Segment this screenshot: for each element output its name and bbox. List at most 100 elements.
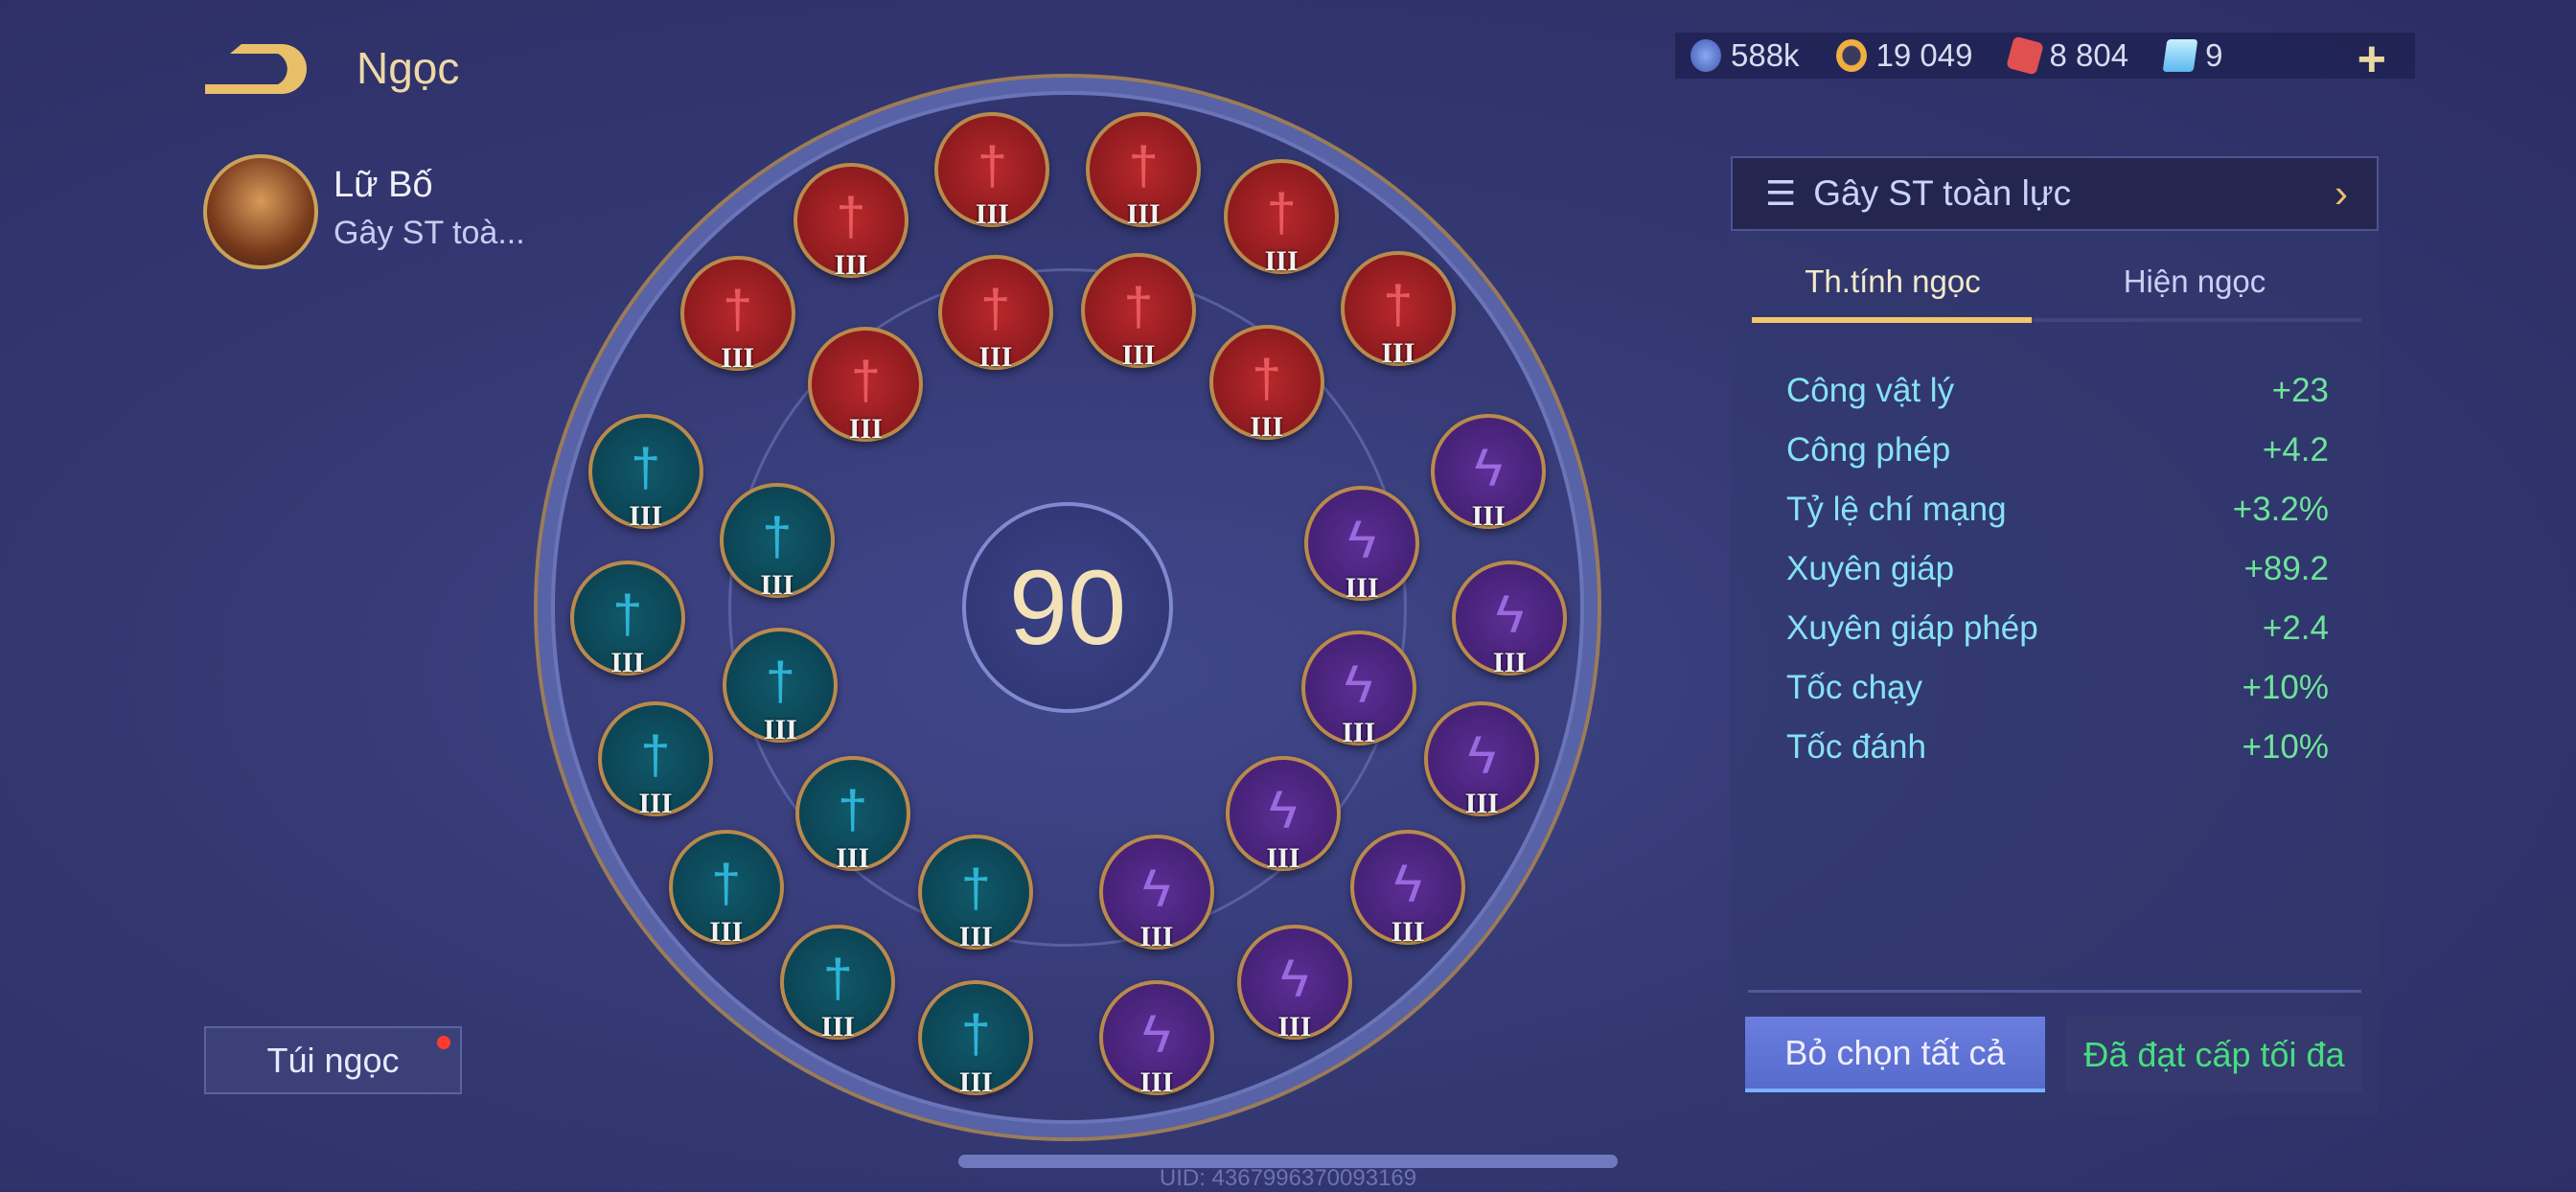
stat-value: +10% [2242,728,2330,766]
red-gem-slot[interactable]: † III [808,327,924,445]
sword-icon: † [640,724,671,785]
teal-gem-slot[interactable]: † III [780,925,896,1043]
stat-row: Xuyên giáp phép +2.4 [1786,609,2329,657]
teal-gem-slot[interactable]: † III [918,980,1034,1098]
red-gem-slot[interactable]: † III [1224,159,1340,277]
stat-row: Công phép +4.2 [1786,431,2329,479]
sword-icon: † [723,279,753,340]
lightning-icon: ϟ [1280,948,1309,1009]
teal-gem-slot[interactable]: † III [598,701,713,819]
sword-icon: † [1252,348,1282,409]
gem-level: III [1342,717,1376,749]
currency-red-gem: 8 804 [2005,35,2128,76]
home-indicator[interactable] [958,1155,1618,1168]
red-gem-slot[interactable]: † III [1340,251,1456,369]
stat-row: Tỷ lệ chí mạng +3.2% [1786,491,2329,539]
lightning-icon: ϟ [1474,437,1503,497]
purple-gem-slot[interactable]: ϟ III [1098,980,1214,1098]
lightning-icon: ϟ [1467,724,1497,785]
gem-level: III [848,413,883,446]
stat-label: Tỷ lệ chí mạng [1786,491,2007,528]
purple-gem-slot[interactable]: ϟ III [1431,414,1547,532]
purple-gem-slot[interactable]: ϟ III [1300,630,1416,748]
add-currency-button[interactable]: + [2357,32,2386,87]
sword-icon: † [631,437,661,497]
tab-rune-stats[interactable]: Th.tính ngọc [1805,264,1981,299]
gem-level: III [1277,1011,1312,1043]
purple-gem-slot[interactable]: ϟ III [1424,701,1540,819]
active-tab-indicator [1752,317,2032,323]
gem-level: III [958,920,993,952]
sword-icon: † [1266,182,1297,243]
teal-gem-slot[interactable]: † III [569,560,685,678]
stat-label: Tốc chạy [1786,669,1922,706]
rune-bag-button[interactable]: Túi ngọc [204,1026,462,1094]
hero-avatar[interactable] [203,154,318,269]
gem-level: III [1139,920,1174,952]
sword-icon: † [1383,274,1414,335]
sword-icon: † [765,650,795,711]
red-gem-slot[interactable]: † III [934,111,1050,230]
purple-gem-slot[interactable]: ϟ III [1452,560,1568,678]
page-title: Ngọc [356,43,460,93]
tab-underline [1752,318,2361,322]
red-gem-slot[interactable]: † III [1208,325,1324,443]
tab-show-runes[interactable]: Hiện ngọc [2123,264,2266,299]
gem-level: III [1345,572,1379,605]
gold-coin-icon [1835,39,1867,72]
gem-level: III [820,1011,855,1043]
teal-gem-slot[interactable]: † III [918,834,1034,952]
teal-gem-slot[interactable]: † III [719,483,835,601]
preset-name: Gây ST toàn lực [1813,173,2072,213]
red-gem-slot[interactable]: † III [937,254,1053,373]
gem-level: III [1381,337,1415,370]
purple-gem-slot[interactable]: ϟ III [1304,486,1420,604]
max-level-status: Đã đạt cấp tối đa [2066,1017,2362,1092]
list-icon: ☰ [1765,173,1797,213]
teal-gem-slot[interactable]: † III [794,755,910,874]
divider [1748,990,2361,993]
uid-text: UID: 4367996370093169 [1159,1165,1417,1191]
stat-value: +2.4 [2262,609,2329,647]
stat-row: Tốc chạy +10% [1786,669,2329,717]
teal-gem-slot[interactable]: † III [587,414,703,532]
gem-level: III [1471,500,1506,532]
purple-gem-slot[interactable]: ϟ III [1225,755,1341,874]
lightning-icon: ϟ [1347,509,1376,570]
rune-wheel-inner-ring [728,268,1407,947]
stat-label: Công phép [1786,431,1951,469]
purple-gem-slot[interactable]: ϟ III [1236,925,1352,1043]
stat-row: Tốc đánh +10% [1786,728,2329,776]
silver-coin-icon [1690,39,1721,72]
gem-level: III [1250,411,1284,444]
gem-level: III [836,841,870,874]
red-gem-slot[interactable]: † III [794,162,908,281]
red-gem-slot[interactable]: † III [1086,111,1202,230]
gem-level: III [1264,245,1299,278]
gem-level: III [1464,788,1499,819]
currency-card: 9 [2162,37,2222,74]
stats-panel [1731,156,2379,1114]
hero-rune-set: Gây ST toà... [334,215,525,251]
purple-gem-slot[interactable]: ϟ III [1098,834,1214,952]
back-arrow-icon[interactable] [201,42,311,96]
red-gem-slot[interactable]: † III [1081,253,1196,371]
rune-wheel [534,74,1601,1141]
hero-name: Lữ Bố [334,165,433,205]
gem-level: III [834,248,868,281]
gem-level: III [709,915,744,948]
red-gem-slot[interactable]: † III [679,256,795,374]
deselect-all-button[interactable]: Bỏ chọn tất cả [1745,1017,2045,1092]
teal-gem-slot[interactable]: † III [668,829,784,948]
card-icon [2162,39,2198,72]
stat-label: Xuyên giáp [1786,550,1955,587]
purple-gem-slot[interactable]: ϟ III [1350,829,1466,948]
gem-level: III [760,569,794,601]
rune-preset-selector[interactable]: ☰ Gây ST toàn lực › [1731,156,2379,231]
gem-level: III [975,197,1009,230]
lightning-icon: ϟ [1269,778,1298,839]
gem-level: III [638,788,673,819]
teal-gem-slot[interactable]: † III [723,627,839,745]
gem-level: III [1121,339,1156,371]
stat-label: Xuyên giáp phép [1786,609,2038,647]
